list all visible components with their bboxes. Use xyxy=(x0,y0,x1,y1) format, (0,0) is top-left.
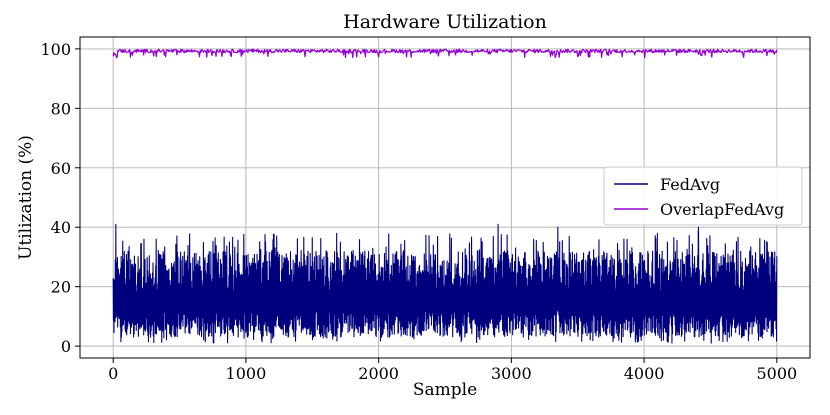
x-tick-label: 0 xyxy=(108,364,118,383)
x-tick-label: 1000 xyxy=(226,364,267,383)
y-tick-label: 60 xyxy=(51,159,71,178)
legend-label-overlapfedavg: OverlapFedAvg xyxy=(660,200,784,219)
ticks-layer: 0 1000 2000 3000 4000 5000 0 20 40 60 80 100 xyxy=(40,40,797,383)
x-axis-label: Sample xyxy=(413,380,477,400)
plot-frame xyxy=(79,36,811,359)
series-line-overlapfedavg xyxy=(112,48,778,59)
legend-label-fedavg: FedAvg xyxy=(660,175,720,194)
x-tick-label: 3000 xyxy=(491,364,532,383)
x-tick-label: 4000 xyxy=(624,364,665,383)
y-tick-label: 100 xyxy=(40,40,71,59)
chart-title: Hardware Utilization xyxy=(343,11,547,33)
series-line-fedavg xyxy=(112,223,778,344)
y-tick-label: 80 xyxy=(51,99,71,118)
y-axis-label: Utilization (%) xyxy=(16,135,36,260)
y-tick-label: 20 xyxy=(51,278,71,297)
x-tick-label: 2000 xyxy=(358,364,399,383)
series-layer xyxy=(112,48,778,344)
y-tick-label: 0 xyxy=(61,337,71,356)
x-tick-label: 5000 xyxy=(756,364,797,383)
y-tick-label: 40 xyxy=(51,218,71,237)
chart-legend: FedAvg OverlapFedAvg xyxy=(603,166,803,226)
legend-box xyxy=(603,166,803,226)
